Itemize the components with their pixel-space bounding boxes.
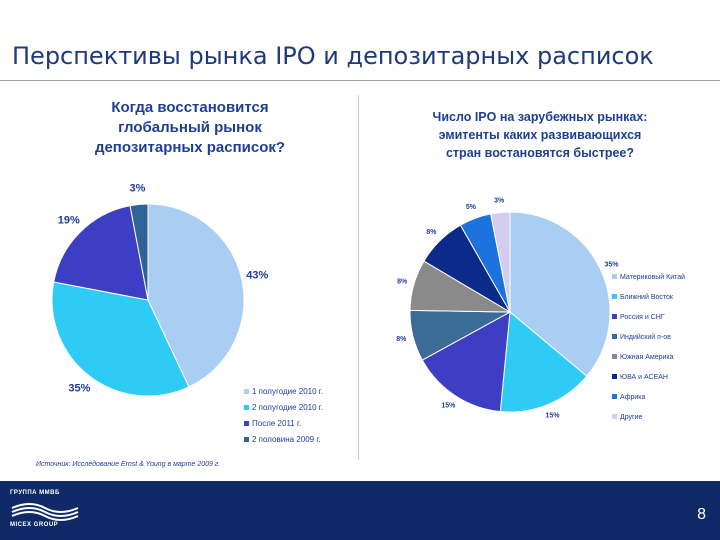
pie2-legend-label-4: Южная Америка — [620, 354, 674, 361]
pie1-legend-swatch-2 — [244, 421, 249, 426]
pie2-slice-2 — [421, 311, 511, 413]
pie1-legend-swatch-3 — [244, 437, 249, 442]
pie2-label-5: 8% — [426, 229, 437, 236]
footer-bar — [0, 481, 720, 540]
pie2-legend-label-1: Ближний Восток — [620, 293, 674, 301]
pie1-legend-swatch-0 — [244, 389, 249, 394]
pie1-legend-swatch-1 — [244, 405, 249, 410]
pie2-slice-0 — [509, 211, 611, 377]
pie1-legend-label-0: 1 полугодие 2010 г. — [252, 387, 323, 396]
pie2-legend-label-3: Индийский п-ов — [620, 333, 671, 341]
logo-text-en: MICEX GROUP — [10, 522, 59, 528]
chart2-title: Число IPO на зарубежных рынках: эмитенты… — [432, 110, 648, 160]
pie2-legend-label-0: Материковый Китай — [620, 273, 685, 281]
pie2-legend-label-5: ЮВА и АСЕАН — [620, 374, 668, 381]
pie1-slice-2 — [53, 205, 149, 301]
pie2-legend-label-2: Россия и СНГ — [620, 314, 665, 321]
page-title: Перспективы рынка IPO и депозитарных рас… — [12, 42, 654, 70]
pie1-label-0: 43% — [246, 269, 268, 281]
pie2-legend-swatch-5 — [612, 374, 617, 379]
chart-divider — [358, 95, 359, 460]
pie2-label-3: 8% — [396, 336, 407, 343]
pie1-legend-label-1: 2 полугодие 2010 г. — [252, 403, 323, 412]
pie2-legend-swatch-0 — [612, 274, 617, 279]
pie2-legend-swatch-2 — [612, 314, 617, 319]
chart1-title: Когда восстановится глобальный рынок деп… — [94, 99, 286, 156]
pie2-label-6: 5% — [466, 204, 477, 211]
pie1-slice-3 — [129, 203, 149, 301]
pie2-label-2: 15% — [441, 402, 456, 409]
pie1-slice-1 — [51, 281, 190, 397]
pie1-label-1: 35% — [68, 382, 90, 394]
title-divider — [0, 80, 720, 81]
pie1-label-2: 19% — [58, 215, 80, 227]
pie2-legend-swatch-6 — [612, 394, 617, 399]
pie-chart-2: 35% 15% 15% 8% 8% 8% 5% 3% Материковый Китай Ближ… — [396, 197, 685, 420]
pie1-slice-0 — [147, 203, 245, 388]
pie2-legend-label-7: Другие — [620, 414, 643, 421]
micex-logo-icon — [11, 503, 79, 521]
pie2-slice-1 — [499, 311, 588, 413]
pie2-label-7: 3% — [494, 197, 505, 204]
pie2-label-4: 8% — [397, 278, 408, 285]
pie2-label-0: 35% — [604, 261, 619, 268]
pie2-legend-swatch-4 — [612, 354, 617, 359]
pie2-legend-swatch-1 — [612, 294, 617, 299]
pie-chart-1: 43% 35% 19% 3% 1 полугодие 2010 г. 2 полугоди… — [51, 182, 323, 444]
source-note: Источник: Исследование Ernst & Young в м… — [36, 461, 221, 468]
pie2-label-1: 15% — [545, 412, 560, 419]
pie1-legend-label-2: После 2011 г. — [252, 419, 301, 428]
pie2-legend-label-6: Африка — [620, 394, 646, 401]
pie2-slice-7 — [490, 211, 511, 313]
pie2-legend-swatch-3 — [612, 334, 617, 339]
logo-text-ru: ГРУППА ММВБ — [10, 490, 60, 496]
pie1-label-3: 3% — [130, 182, 146, 194]
page-number: 8 — [697, 506, 706, 523]
pie2-legend-swatch-7 — [612, 414, 617, 419]
pie1-legend-label-3: 2 половина 2009 г. — [252, 435, 320, 444]
